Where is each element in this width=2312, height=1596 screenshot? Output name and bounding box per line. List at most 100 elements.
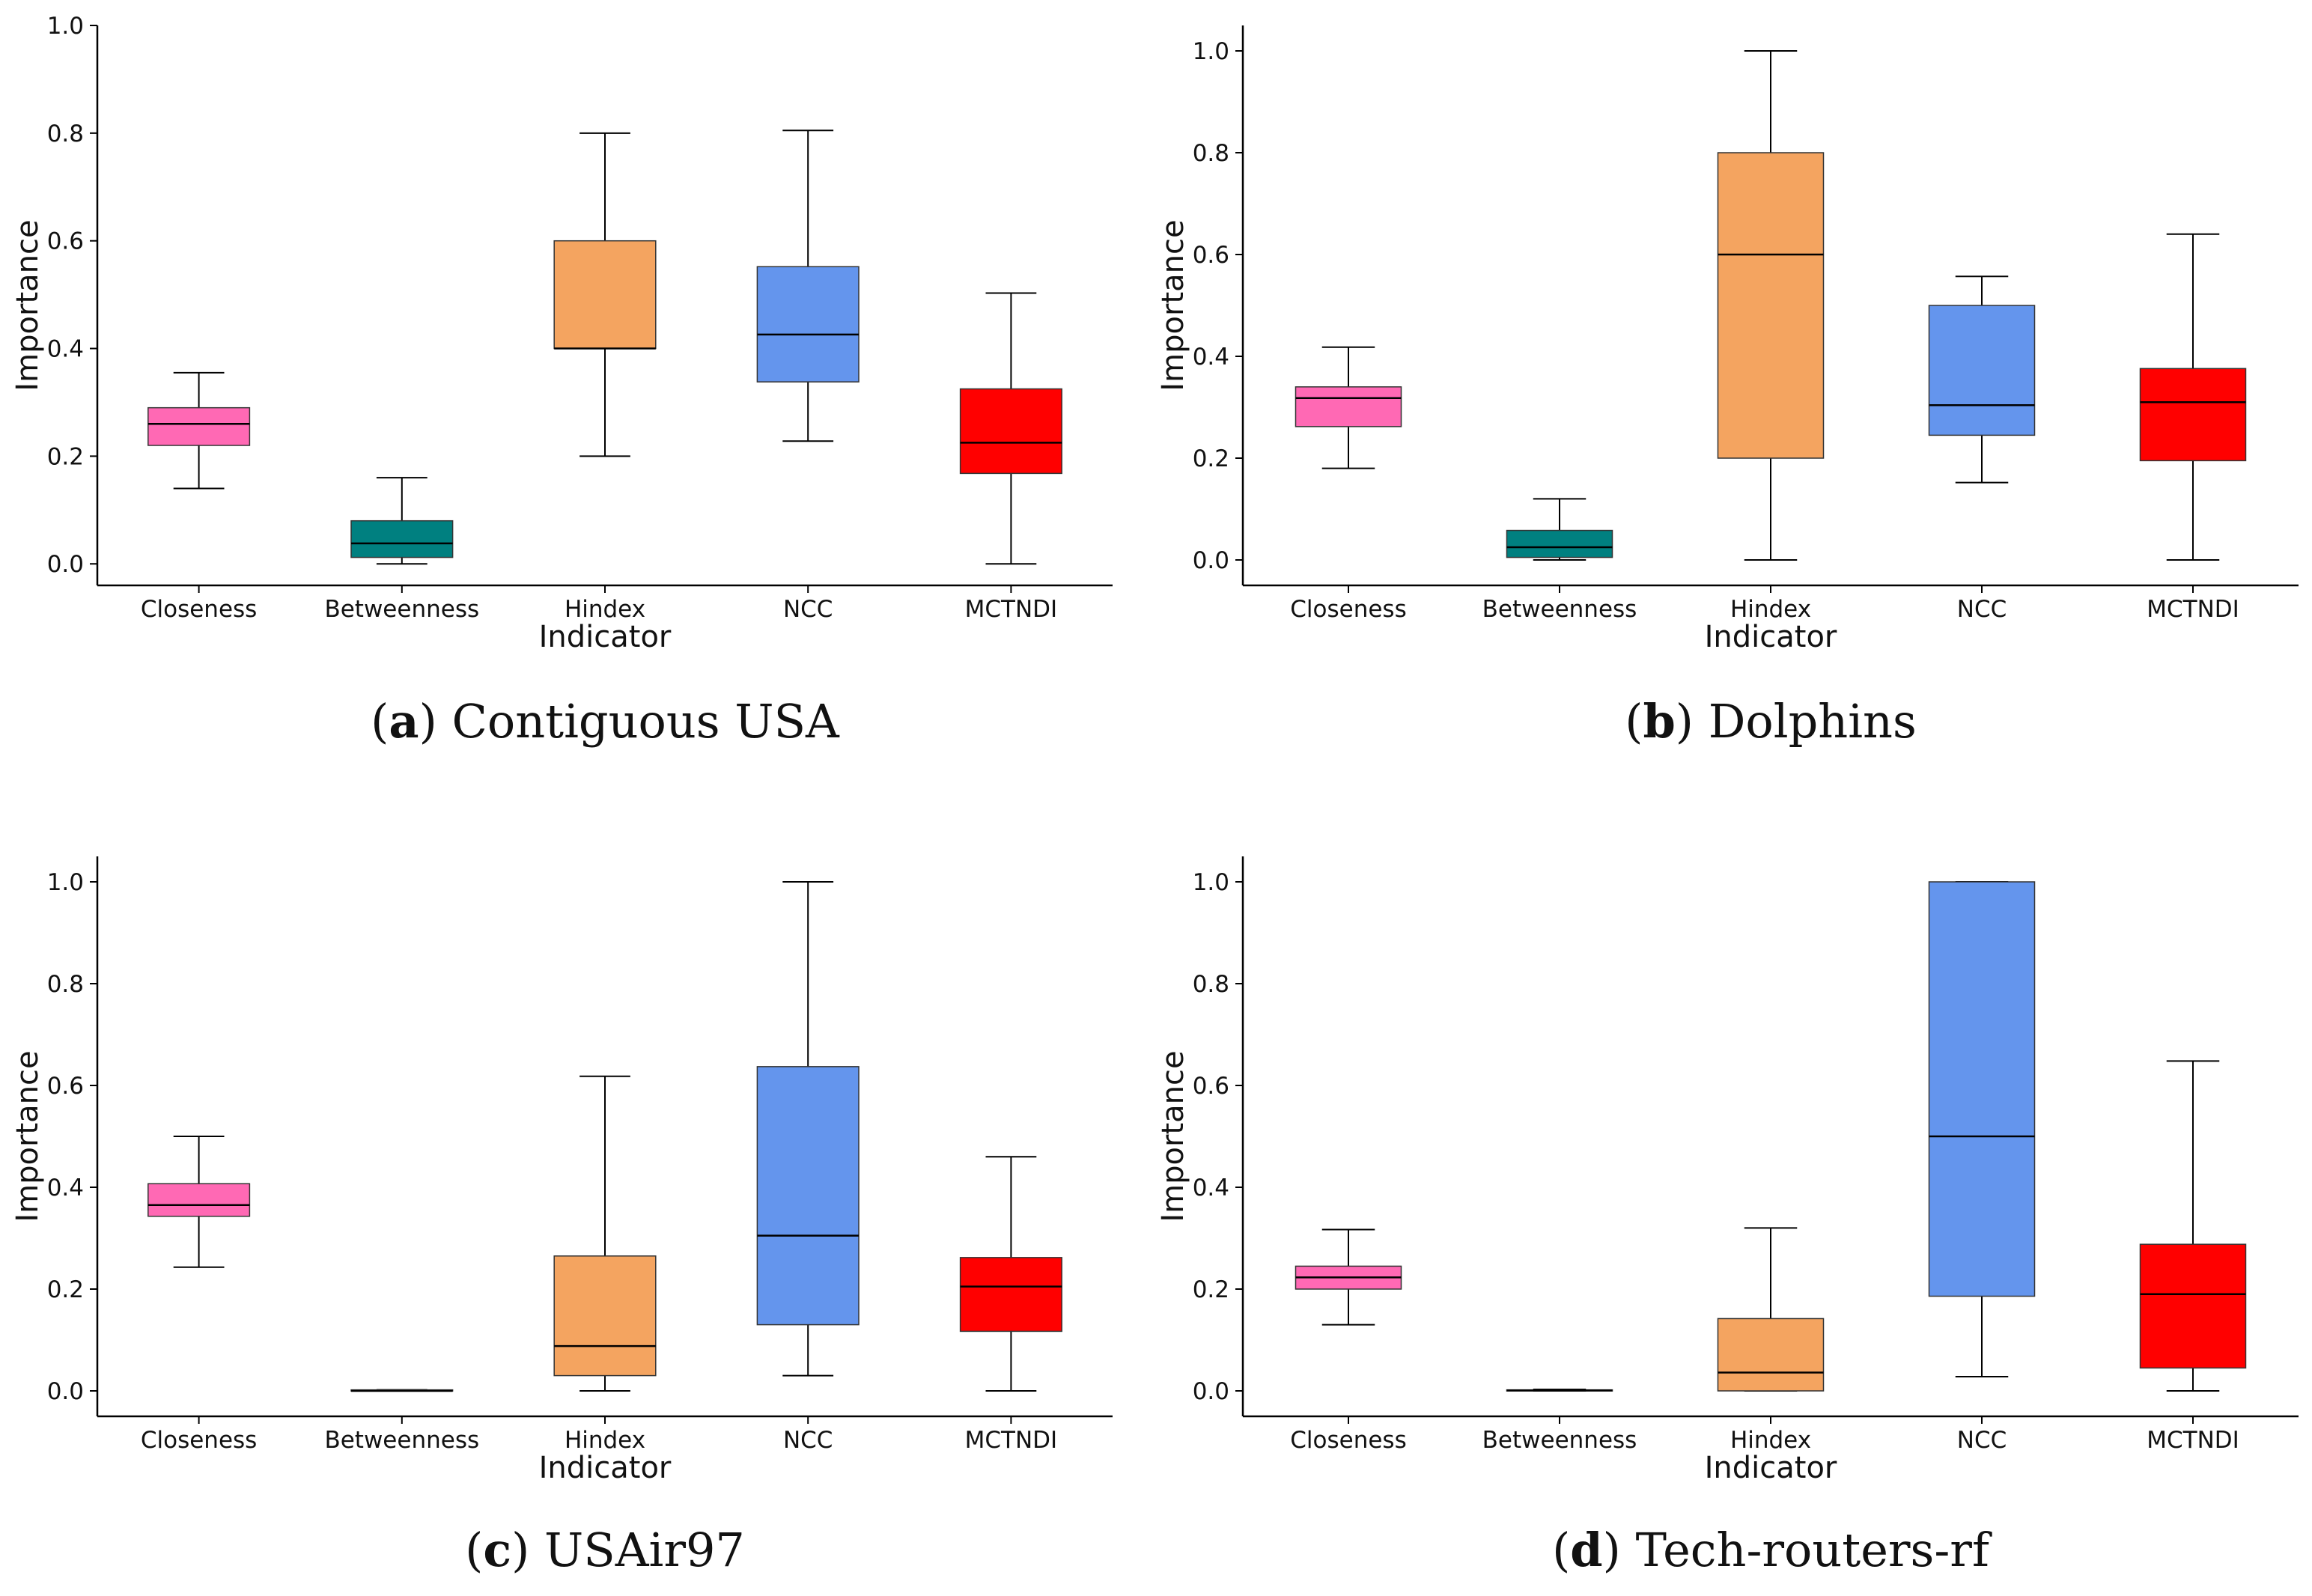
box-iqr [350, 520, 454, 558]
y-tick-label: 0.4 [1193, 1175, 1229, 1201]
y-tick-label: 0.4 [1193, 344, 1229, 371]
x-tick-label: MCTNDI [965, 1427, 1058, 1454]
y-tick-label: 0.2 [1193, 445, 1229, 472]
y-tick-label: 0.0 [1193, 547, 1229, 574]
box-iqr [1717, 1318, 1825, 1392]
caption-paren-close: ) [1676, 694, 1709, 749]
y-tick-label: 0.6 [1193, 1073, 1229, 1100]
box-iqr [1928, 305, 2036, 436]
caption-paren-open: ( [465, 1523, 483, 1577]
box-hindex [1717, 50, 1825, 561]
caption-letter: d [1570, 1523, 1602, 1577]
x-tick-label: NCC [1957, 596, 2007, 623]
y-tick-label: 0.0 [47, 1378, 84, 1405]
x-tick-label: MCTNDI [2147, 596, 2239, 623]
box-iqr [147, 1183, 251, 1217]
box-mctndi [2139, 1060, 2247, 1392]
y-tick-label: 1.0 [1193, 869, 1229, 896]
x-tick-label: NCC [1957, 1427, 2007, 1454]
caption-letter: a [389, 694, 419, 749]
box-ncc [1928, 275, 2036, 484]
y-tick-label: 0.6 [47, 1073, 84, 1100]
caption-title: Contiguous USA [451, 694, 840, 749]
y-tick-label: 0.2 [47, 1276, 84, 1303]
y-tick-label: 0.6 [1193, 242, 1229, 269]
box-hindex [553, 1075, 657, 1392]
y-tick-label: 1.0 [1193, 38, 1229, 65]
y-tick-label: 0.2 [1193, 1276, 1229, 1303]
box-iqr [1506, 529, 1613, 558]
panel-a: 0.0 0.2 0.4 0.6 0.8 1.0 Importance Closeness Bet… [10, 13, 1113, 749]
box-closeness [1295, 1228, 1402, 1326]
x-tick-label: Hindex [1730, 596, 1811, 623]
caption-paren-close: ) [419, 694, 452, 749]
x-tick-label: Closeness [141, 1427, 257, 1454]
caption-letter: c [483, 1523, 511, 1577]
panel-d: 0.0 0.2 0.4 0.6 0.8 1.0 Importance Closeness Bet… [1156, 856, 2299, 1577]
x-axis-title: Indicator [539, 1451, 672, 1485]
panel-caption: (d) Tech-routers-rf [1552, 1523, 1992, 1577]
x-tick-label: MCTNDI [2147, 1427, 2239, 1454]
y-tick-label: 0.2 [47, 443, 84, 470]
box-hindex [553, 132, 657, 457]
box-hindex [1717, 1227, 1825, 1392]
x-tick-label: Betweenness [1482, 596, 1637, 623]
y-tick-label: 0.8 [47, 121, 84, 147]
caption-title: Dolphins [1709, 694, 1917, 749]
caption-title: Tech-routers-rf [1636, 1523, 1992, 1577]
x-tick-label: NCC [783, 1427, 833, 1454]
y-tick-label: 0.8 [1193, 971, 1229, 998]
x-tick-label: Closeness [1290, 1427, 1406, 1454]
x-tick-label: Hindex [565, 1427, 645, 1454]
y-axis-title: Importance [1156, 1050, 1190, 1222]
box-closeness [147, 371, 251, 490]
x-tick-label: Betweenness [1482, 1427, 1637, 1454]
panel-caption: (a) Contiguous USA [371, 694, 840, 749]
box-betweenness [350, 1389, 454, 1392]
y-tick-label: 0.0 [47, 551, 84, 578]
box-iqr [553, 1255, 657, 1377]
panel-caption: (b) Dolphins [1625, 694, 1917, 749]
y-axis-title: Importance [10, 219, 45, 391]
box-iqr [756, 1066, 860, 1326]
y-axis-title: Importance [10, 1050, 45, 1222]
box-iqr [756, 266, 860, 383]
box-iqr [2139, 1243, 2247, 1369]
x-axis-title: Indicator [1705, 620, 1837, 654]
x-tick-label: Betweenness [324, 596, 479, 623]
box-iqr [147, 406, 251, 446]
x-tick-label: NCC [783, 596, 833, 623]
box-closeness [1295, 346, 1402, 469]
box-closeness [147, 1136, 251, 1268]
panel-b: 0.0 0.2 0.4 0.6 0.8 1.0 Importance Closeness Bet… [1156, 25, 2299, 749]
y-tick-label: 1.0 [47, 13, 84, 40]
caption-paren-close: ) [1603, 1523, 1636, 1577]
box-betweenness [1506, 1388, 1613, 1392]
box-mctndi [959, 292, 1062, 565]
y-tick-label: 1.0 [47, 869, 84, 896]
y-tick-label: 0.8 [1193, 140, 1229, 167]
box-mctndi [2139, 233, 2247, 561]
y-axis-title: Importance [1156, 219, 1190, 391]
x-tick-label: Closeness [1290, 596, 1406, 623]
x-axis-title: Indicator [1705, 1451, 1837, 1485]
panel-caption: (c) USAir97 [465, 1523, 745, 1577]
x-tick-label: Hindex [565, 596, 645, 623]
caption-paren-open: ( [1552, 1523, 1570, 1577]
caption-title: USAir97 [544, 1523, 745, 1577]
box-iqr [2139, 368, 2247, 462]
box-mctndi [959, 1156, 1062, 1392]
box-ncc [756, 881, 860, 1377]
box-ncc [756, 130, 860, 442]
caption-paren-open: ( [1625, 694, 1643, 749]
y-tick-label: 0.4 [47, 1175, 84, 1201]
box-iqr [959, 1257, 1062, 1332]
box-ncc [1928, 881, 2036, 1377]
y-tick-label: 0.8 [47, 971, 84, 998]
x-tick-label: Betweenness [324, 1427, 479, 1454]
caption-paren-open: ( [371, 694, 389, 749]
panel-c: 0.0 0.2 0.4 0.6 0.8 1.0 Importance Closeness Bet… [10, 856, 1113, 1577]
x-tick-label: Hindex [1730, 1427, 1811, 1454]
x-axis-title: Indicator [539, 620, 672, 654]
